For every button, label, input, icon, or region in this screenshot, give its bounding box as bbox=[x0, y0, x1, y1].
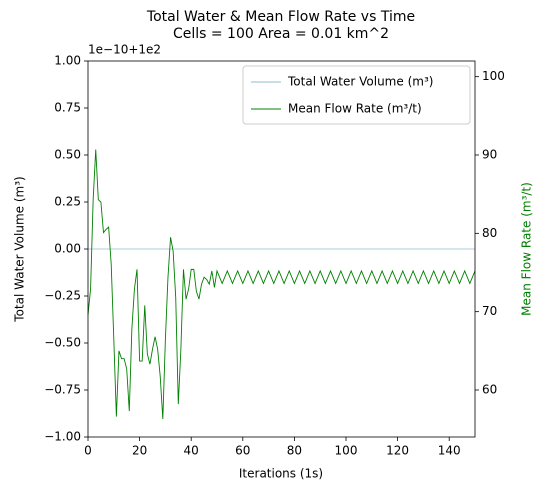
y-tick-label: −1.00 bbox=[44, 430, 81, 444]
y2-tick-label: 90 bbox=[482, 148, 497, 162]
x-tick-label: 0 bbox=[84, 444, 92, 458]
x-axis-label: Iterations (1s) bbox=[239, 467, 323, 481]
x-tick-label: 140 bbox=[438, 444, 461, 458]
y-offset-text: 1e−10+1e2 bbox=[88, 43, 161, 57]
x-tick-label: 120 bbox=[386, 444, 409, 458]
y-tick-label: 0.00 bbox=[54, 242, 81, 256]
y-axis-label: Total Water Volume (m³) bbox=[13, 176, 27, 322]
x-tick-label: 80 bbox=[287, 444, 302, 458]
y2-tick-label: 100 bbox=[482, 69, 505, 83]
x-tick-label: 40 bbox=[184, 444, 199, 458]
y-tick-label: −0.75 bbox=[44, 383, 81, 397]
y-tick-label: 0.25 bbox=[54, 195, 81, 209]
y-tick-label: 1.00 bbox=[54, 54, 81, 68]
y2-axis-label: Mean Flow Rate (m³/t) bbox=[520, 182, 534, 316]
y2-tick-label: 80 bbox=[482, 226, 497, 240]
series-line bbox=[87, 149, 476, 420]
x-tick-label: 20 bbox=[132, 444, 147, 458]
y-tick-label: 0.50 bbox=[54, 148, 81, 162]
plot-frame bbox=[87, 60, 476, 438]
y2-tick-label: 70 bbox=[482, 304, 497, 318]
legend-label: Mean Flow Rate (m³/t) bbox=[288, 102, 422, 116]
x-tick-label: 100 bbox=[335, 444, 358, 458]
y-tick-label: −0.25 bbox=[44, 289, 81, 303]
legend-box bbox=[242, 65, 471, 125]
x-tick-label: 60 bbox=[235, 444, 250, 458]
chart-title: Total Water & Mean Flow Rate vs Time bbox=[146, 9, 415, 25]
chart-subtitle: Cells = 100 Area = 0.01 km^2 bbox=[173, 26, 389, 42]
y-tick-label: −0.50 bbox=[44, 336, 81, 350]
y-tick-label: 0.75 bbox=[54, 101, 81, 115]
legend-label: Total Water Volume (m³) bbox=[287, 75, 433, 89]
y2-tick-label: 60 bbox=[482, 383, 497, 397]
